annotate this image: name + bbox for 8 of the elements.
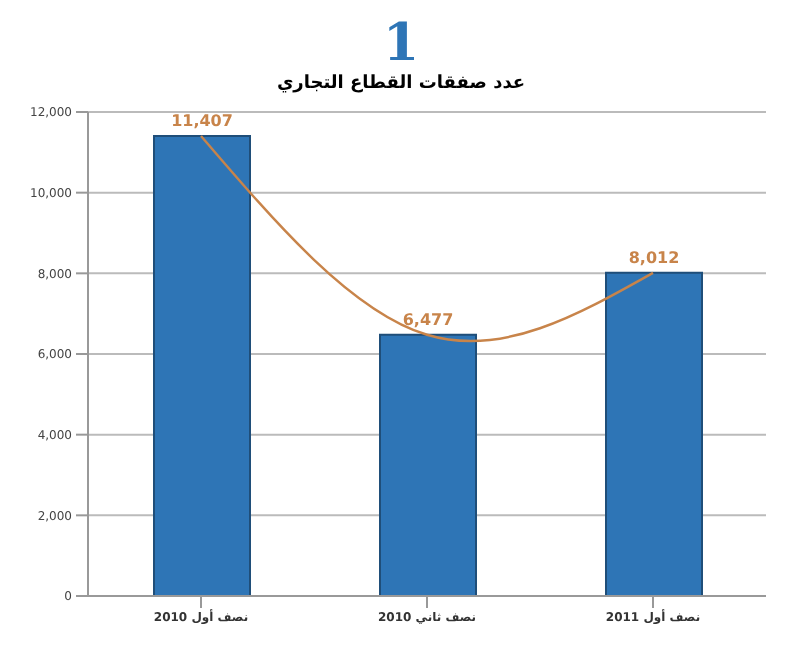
bar (605, 271, 703, 596)
bar (379, 333, 477, 596)
chart-title: 1 (380, 14, 422, 74)
data-label: 6,477 (402, 310, 454, 329)
data-label: 8,012 (628, 248, 680, 267)
data-label: 11,407 (171, 111, 233, 130)
chart-subtitle: عدد صفقات القطاع التجاري (274, 72, 528, 96)
bar (153, 134, 251, 596)
